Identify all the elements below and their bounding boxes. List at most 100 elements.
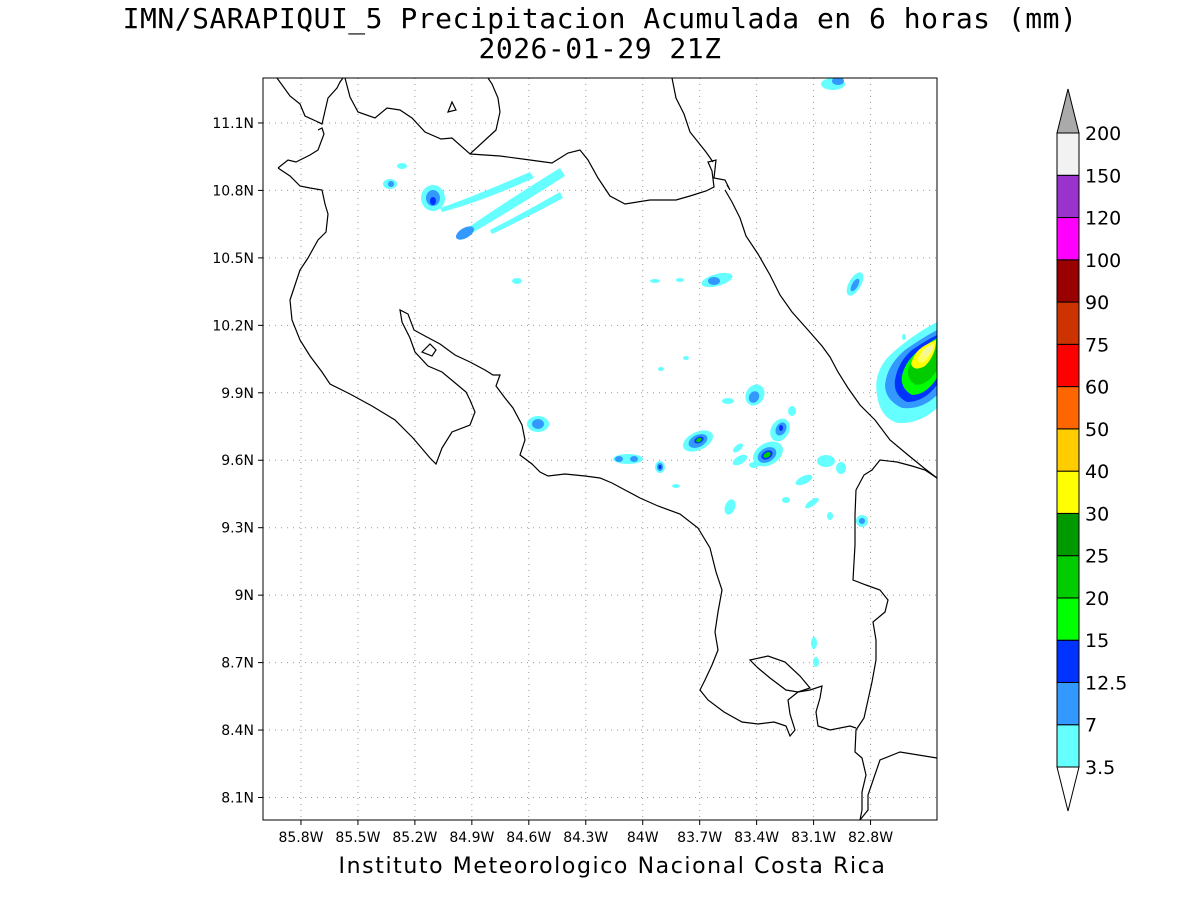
lat-tick-label: 10.5N — [212, 251, 254, 267]
precip-cell — [650, 279, 660, 283]
colorbar-label: 20 — [1085, 588, 1109, 610]
lon-tick-label: 83.1W — [791, 830, 836, 846]
colorbar-swatch — [1056, 724, 1080, 768]
precip-cell — [836, 462, 846, 474]
colorbar-swatch — [1056, 428, 1080, 472]
precip-cell — [811, 637, 817, 649]
lat-tick-label: 9N — [235, 588, 254, 604]
colorbar-swatch — [1056, 343, 1080, 388]
precip-cell — [859, 518, 865, 524]
colorbar-swatch — [1056, 512, 1080, 557]
precip-cell — [795, 474, 813, 486]
colorbar-label: 40 — [1085, 461, 1109, 483]
colorbar-over-triangle — [1056, 88, 1080, 134]
precip-cell — [817, 455, 835, 467]
lat-tick-label: 9.6N — [221, 453, 254, 469]
colorbar-label: 100 — [1085, 250, 1121, 272]
lat-tick-label: 8.4N — [221, 723, 254, 739]
precip-cell — [779, 425, 783, 431]
colorbar: 3.5 7 12.5 15 20 25 30 40 50 60 75 90 100 120 150 200 — [1056, 88, 1127, 812]
colorbar-label: 75 — [1085, 334, 1109, 356]
colorbar-swatch — [1056, 386, 1080, 430]
coastline — [276, 78, 937, 820]
lon-tick-label: 85.2W — [392, 830, 437, 846]
precip-cell — [658, 465, 662, 469]
lon-tick-label: 83.4W — [734, 830, 779, 846]
lon-tick-label: 85.8W — [278, 830, 323, 846]
precip-cell — [512, 278, 522, 284]
lat-tick-label: 11.1N — [212, 116, 254, 132]
precip-cell — [902, 334, 906, 340]
colorbar-under-triangle — [1056, 766, 1080, 812]
precip-cell — [696, 437, 702, 443]
precip-cell — [732, 454, 748, 466]
lon-axis: 85.8W 85.5W 85.2W 84.9W 84.6W 84.3W 84W 83.7W 83… — [278, 820, 893, 846]
colorbar-label: 3.5 — [1085, 757, 1115, 779]
colorbar-swatch — [1056, 301, 1080, 345]
colorbar-label: 30 — [1085, 503, 1109, 525]
precip-cell — [630, 456, 638, 462]
precip-cell — [683, 356, 689, 360]
colorbar-label: 25 — [1085, 546, 1109, 568]
precip-cell — [733, 443, 743, 453]
precip-streak — [456, 168, 565, 240]
lon-tick-label: 84.6W — [506, 830, 551, 846]
map-title: IMN/SARAPIQUI_5 Precipitacion Acumulada … — [122, 2, 1078, 35]
precip-cell — [615, 456, 623, 462]
precip-cell — [763, 452, 771, 458]
lat-tick-label: 10.8N — [212, 183, 254, 199]
lon-tick-label: 84.3W — [563, 830, 608, 846]
precip-cell — [813, 657, 819, 667]
precip-cell — [708, 277, 720, 285]
precip-cell — [832, 78, 844, 85]
plot-frame — [262, 77, 938, 821]
colorbar-label: 200 — [1085, 123, 1121, 145]
colorbar-label: 12.5 — [1085, 672, 1127, 694]
lon-tick-label: 85.5W — [335, 830, 380, 846]
precip-cell — [430, 197, 436, 205]
colorbar-swatch — [1056, 555, 1080, 599]
precip-cell — [397, 163, 407, 169]
precip-cell — [827, 512, 833, 520]
precip-cell — [805, 497, 819, 509]
precipitation-layer — [383, 78, 937, 667]
lon-tick-label: 84.9W — [449, 830, 494, 846]
colorbar-label: 50 — [1085, 419, 1109, 441]
precip-cell — [724, 499, 736, 515]
lat-tick-label: 9.9N — [221, 386, 254, 402]
lon-tick-label: 84W — [627, 830, 659, 846]
map-grid — [263, 78, 937, 820]
precip-cell — [658, 367, 664, 371]
colorbar-swatch — [1056, 132, 1080, 176]
precip-cell — [722, 398, 734, 404]
precip-streak — [440, 172, 534, 212]
lat-tick-label: 9.3N — [221, 521, 254, 537]
colorbar-label: 90 — [1085, 292, 1109, 314]
lon-tick-label: 82.8W — [848, 830, 893, 846]
colorbar-swatch — [1056, 639, 1080, 683]
colorbar-swatch — [1056, 470, 1080, 514]
colorbar-swatch — [1056, 681, 1080, 726]
lat-tick-label: 8.7N — [221, 656, 254, 672]
colorbar-label: 150 — [1085, 165, 1121, 187]
colorbar-label: 15 — [1085, 630, 1109, 652]
colorbar-label: 120 — [1085, 208, 1121, 230]
precip-cell — [748, 391, 760, 403]
colorbar-swatch — [1056, 174, 1080, 219]
precip-cell — [676, 278, 684, 282]
lat-axis: 8.1N 8.4N 8.7N 9N 9.3N 9.6N 9.9N 10.2N 10.5N 10.8… — [212, 116, 263, 807]
precip-cell — [672, 484, 680, 488]
precip-cell-large — [922, 345, 933, 357]
credit-text: Instituto Meteorologico Nacional Costa R… — [338, 854, 887, 879]
lat-tick-label: 8.1N — [221, 791, 254, 807]
colorbar-swatch — [1056, 597, 1080, 641]
precip-cell — [782, 497, 790, 503]
lat-tick-label: 10.2N — [212, 318, 254, 334]
colorbar-label: 60 — [1085, 377, 1109, 399]
precip-cell — [388, 181, 394, 187]
precip-cell — [532, 419, 544, 429]
precip-cell — [850, 278, 860, 292]
lon-tick-label: 83.7W — [677, 830, 722, 846]
map-subtitle: 2026-01-29 21Z — [478, 32, 722, 65]
